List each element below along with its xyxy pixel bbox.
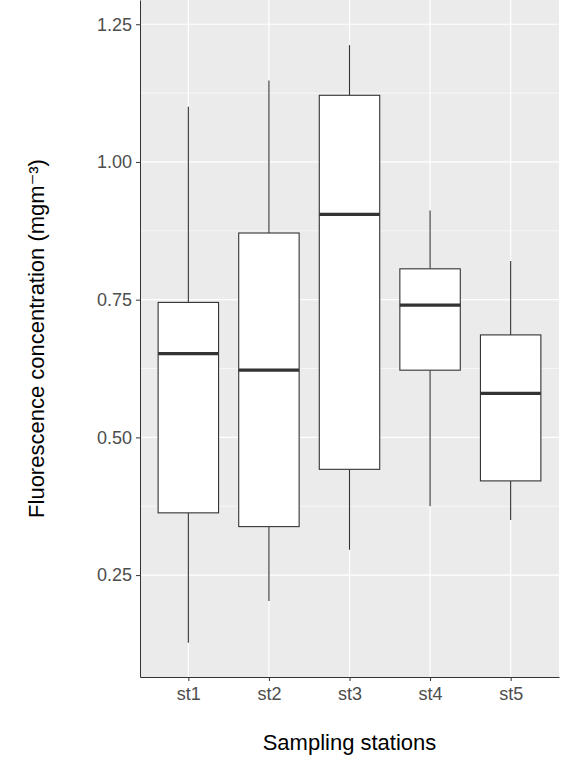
y-tick-label: 0.75	[97, 290, 132, 310]
upper-whisker	[510, 261, 511, 335]
y-tick-label: 1.25	[97, 14, 132, 34]
box	[319, 45, 379, 550]
y-axis: 0.25 0.50 0.75 1.00 1.25	[97, 1, 141, 678]
x-tick: st4	[419, 677, 443, 704]
lower-whisker	[349, 469, 350, 549]
box	[400, 210, 460, 506]
x-tick-mark	[269, 677, 270, 681]
lower-whisker	[188, 513, 189, 643]
x-tick-label: st5	[499, 684, 523, 704]
lower-whisker	[430, 370, 431, 506]
upper-whisker	[349, 45, 350, 95]
box	[158, 107, 218, 643]
y-tick-mark	[136, 300, 140, 301]
boxes	[158, 45, 541, 643]
y-tick-mark	[136, 24, 140, 25]
median	[480, 392, 540, 395]
y-axis-title: Fluorescence concentration (mgm⁻³)	[24, 159, 49, 518]
lower-whisker	[510, 481, 511, 520]
y-tick-label: 1.00	[97, 152, 132, 172]
box-body	[158, 302, 218, 512]
x-tick: st2	[257, 677, 281, 704]
y-tick-label: 0.50	[97, 428, 132, 448]
y-tick: 0.50	[97, 428, 140, 448]
y-tick-label: 0.25	[97, 565, 132, 585]
lower-whisker	[268, 527, 269, 601]
box-body	[400, 269, 460, 370]
x-tick-label: st2	[257, 684, 281, 704]
x-axis-title: Sampling stations	[263, 730, 437, 755]
chart: 0.25 0.50 0.75 1.00 1.25 st1 st2 st3 st4 st5 Sampl…	[0, 0, 576, 768]
box-body	[239, 233, 299, 527]
y-axis-line	[140, 1, 141, 678]
x-tick-mark	[511, 677, 512, 681]
y-tick-mark	[136, 162, 140, 163]
upper-whisker	[430, 210, 431, 268]
y-tick: 1.00	[97, 152, 140, 172]
box-body	[319, 95, 379, 469]
x-tick-label: st1	[177, 684, 201, 704]
median	[400, 304, 460, 307]
x-tick-label: st3	[338, 684, 362, 704]
median	[319, 213, 379, 216]
x-tick: st1	[177, 677, 201, 704]
y-tick-mark	[136, 575, 140, 576]
box	[480, 261, 540, 520]
box	[239, 80, 299, 601]
x-tick: st3	[338, 677, 362, 704]
panel-background	[140, 0, 559, 677]
upper-whisker	[188, 107, 189, 303]
plot: 0.25 0.50 0.75 1.00 1.25 st1 st2 st3 st4 st5	[97, 0, 560, 704]
y-tick: 0.25	[97, 565, 140, 585]
x-tick-mark	[350, 677, 351, 681]
median	[158, 352, 218, 355]
y-tick: 0.75	[97, 290, 140, 310]
x-tick: st5	[499, 677, 523, 704]
y-tick-mark	[136, 437, 140, 438]
x-axis: st1 st2 st3 st4 st5	[141, 677, 560, 704]
x-tick-label: st4	[419, 684, 443, 704]
upper-whisker	[268, 80, 269, 233]
y-tick: 1.25	[97, 14, 140, 34]
x-tick-mark	[188, 677, 189, 681]
box-body	[480, 335, 540, 481]
x-tick-mark	[430, 677, 431, 681]
median	[239, 369, 299, 372]
